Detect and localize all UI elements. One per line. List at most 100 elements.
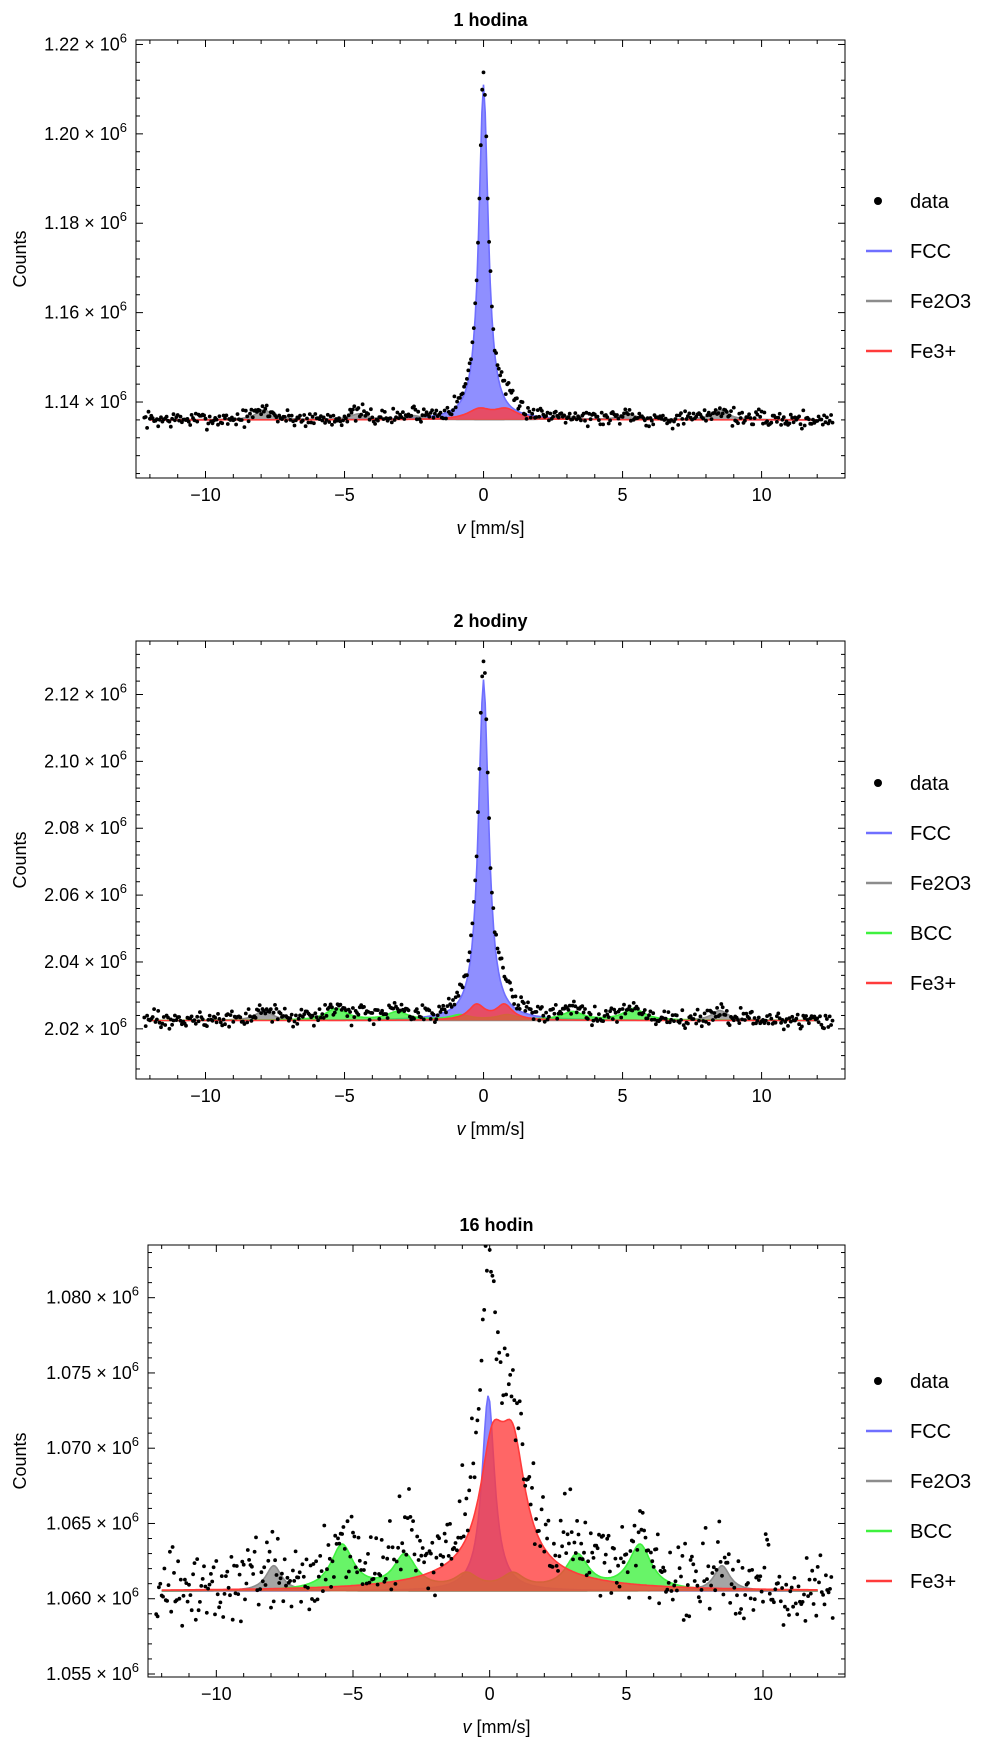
data-point	[270, 1529, 275, 1534]
data-point	[196, 1608, 201, 1613]
data-point	[346, 413, 351, 418]
data-point	[769, 1016, 774, 1021]
data-point	[453, 405, 458, 410]
data-point	[219, 1574, 224, 1578]
data-point	[670, 1597, 675, 1602]
data-point	[708, 413, 713, 417]
data-point	[513, 1438, 518, 1443]
data-point	[627, 1595, 631, 1600]
data-point	[566, 1008, 571, 1012]
data-point	[737, 1021, 742, 1025]
data-point	[616, 1563, 620, 1568]
data-point	[388, 1519, 392, 1523]
data-point	[474, 854, 479, 859]
data-point	[519, 1411, 523, 1416]
data-point	[698, 1014, 703, 1019]
data-point	[355, 1570, 359, 1575]
legend-point-marker	[874, 197, 882, 205]
data-point	[442, 408, 447, 413]
data-point	[672, 1583, 677, 1588]
data-point	[390, 1545, 395, 1550]
data-point	[399, 415, 404, 419]
data-point	[623, 1011, 628, 1016]
data-point	[557, 1554, 562, 1559]
y-tick-mantissa: 1.14	[44, 392, 79, 412]
data-point	[763, 1532, 768, 1536]
data-point	[177, 1015, 182, 1019]
data-point	[366, 1552, 370, 1556]
data-point	[221, 1017, 226, 1022]
data-point	[661, 1565, 666, 1570]
data-point	[300, 1562, 305, 1567]
data-point	[773, 1020, 778, 1025]
data-point	[663, 416, 668, 421]
data-point	[826, 1590, 831, 1595]
data-point	[616, 416, 621, 421]
data-point	[227, 1024, 232, 1029]
data-point	[580, 1557, 585, 1562]
data-point	[288, 1579, 292, 1583]
data-point	[752, 1016, 757, 1020]
data-point	[797, 414, 801, 419]
data-point	[330, 1005, 334, 1010]
data-point	[170, 416, 175, 421]
data-point	[527, 1475, 532, 1479]
data-point	[185, 1599, 190, 1604]
data-point	[559, 411, 564, 416]
legend-label: Fe3+	[910, 973, 956, 995]
data-point	[145, 426, 150, 430]
data-point	[146, 409, 151, 414]
data-point	[474, 1430, 478, 1435]
data-point	[418, 1538, 422, 1543]
data-point	[195, 419, 200, 424]
data-point	[470, 921, 475, 926]
data-point	[416, 1558, 421, 1562]
data-point	[561, 1530, 566, 1534]
data-point	[356, 1535, 361, 1540]
data-point	[801, 408, 806, 413]
data-point	[697, 1018, 701, 1023]
data-point	[761, 1599, 765, 1604]
data-point	[291, 1024, 295, 1029]
data-point	[472, 1475, 477, 1480]
data-point	[674, 1013, 679, 1018]
data-point	[189, 1608, 194, 1613]
data-point	[788, 1589, 793, 1594]
x-axis-label-var: v	[456, 1119, 466, 1139]
x-tick-label: 0	[479, 485, 489, 505]
data-point	[188, 1593, 193, 1597]
data-point	[463, 382, 468, 386]
x-axis-label-unit: [mm/s]	[477, 1717, 531, 1737]
data-point	[510, 388, 515, 393]
data-point	[189, 1014, 194, 1019]
legend-label: data	[910, 191, 950, 213]
data-point	[282, 415, 287, 419]
data-point	[250, 1564, 254, 1569]
data-point	[184, 1581, 189, 1585]
data-point	[457, 1499, 462, 1504]
data-point	[294, 1013, 298, 1018]
data-point	[695, 1007, 700, 1012]
series-fe3-area	[149, 407, 818, 420]
data-point	[243, 1597, 247, 1602]
y-tick-mantissa: 2.10	[44, 751, 79, 771]
data-point	[314, 1015, 319, 1020]
data-point	[496, 1330, 500, 1335]
y-tick-exponent: 6	[120, 209, 127, 224]
data-point	[377, 1017, 382, 1021]
data-point	[622, 1002, 626, 1007]
data-point	[726, 1552, 731, 1557]
data-point	[624, 1552, 629, 1557]
data-point	[539, 1507, 544, 1512]
data-point	[683, 1026, 687, 1030]
data-point	[268, 1007, 273, 1012]
data-point	[280, 1571, 284, 1576]
data-point	[200, 1577, 205, 1581]
plot-frame	[147, 1244, 846, 1678]
data-point	[461, 1534, 466, 1539]
data-point	[587, 1570, 592, 1575]
data-point	[791, 420, 796, 425]
data-point	[755, 1018, 760, 1023]
data-point	[662, 1009, 667, 1014]
